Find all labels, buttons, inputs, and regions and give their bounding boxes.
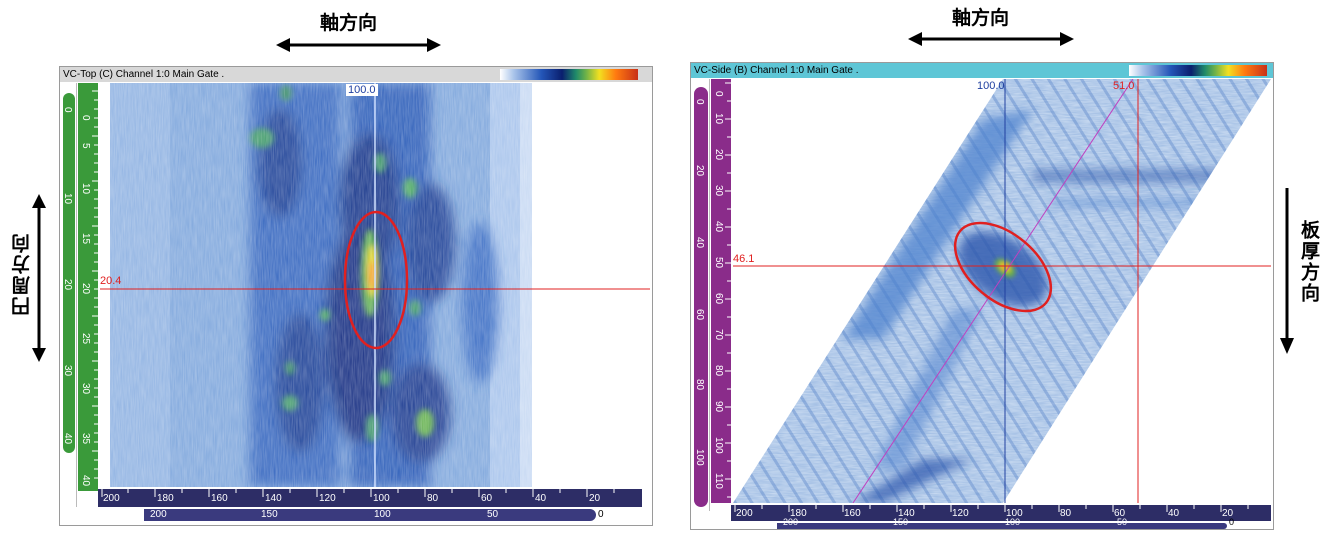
horizontal-tick-label: 200	[736, 508, 753, 519]
outer-scale-label: 100	[694, 449, 705, 466]
vertical-tick-label: 35	[80, 433, 91, 445]
horizontal-tick-label: 120	[319, 493, 336, 504]
vertical-tick-label: 80	[713, 365, 724, 377]
side-view-title: VC-Side (B) Channel 1:0 Main Gate .	[691, 63, 1273, 78]
side-view-outer-vertical-scale[interactable]: 0 20 40 60 80 100	[691, 79, 710, 511]
vertical-tick-label: 60	[713, 293, 724, 305]
top-view-panel: VC-Top (C) Channel 1:0 Main Gate . 0 10 …	[59, 66, 653, 526]
side-view-bscan-image[interactable]	[733, 79, 1271, 503]
top-view-x-cursor-readout: 100.0	[346, 84, 378, 96]
outer-scale-label: 0	[694, 99, 705, 105]
axial-double-arrow-left-icon	[276, 36, 441, 54]
outer-scale-label: 20	[694, 165, 705, 177]
vertical-tick-label: 30	[713, 185, 724, 197]
axial-direction-label-left: 軸方向	[320, 12, 378, 34]
outer-scale-label: 40	[62, 433, 73, 445]
top-view-vertical-ruler[interactable]: 0 5 10 15 20 25 30 35 40	[78, 83, 98, 491]
outer-scale-label: 30	[62, 365, 73, 377]
horizontal-tick-label: 40	[1168, 508, 1180, 519]
circumferential-double-arrow-icon	[30, 194, 48, 362]
horizontal-tick-label: 200	[103, 493, 120, 504]
horizontal-tick-label: 80	[427, 493, 439, 504]
vertical-tick-label: 20	[713, 149, 724, 161]
secondary-scale-label: 50	[487, 509, 499, 520]
secondary-scale-label: 0	[598, 509, 604, 520]
horizontal-tick-label: 80	[1060, 508, 1072, 519]
vertical-tick-label: 30	[80, 383, 91, 395]
axial-double-arrow-right-icon	[908, 30, 1074, 48]
outer-scale-label: 60	[694, 309, 705, 321]
vertical-tick-label: 100	[713, 437, 724, 454]
side-view-y-cursor-readout: 46.1	[733, 253, 755, 265]
horizontal-tick-label: 120	[952, 508, 969, 519]
horizontal-tick-label: 100	[1006, 508, 1023, 519]
vertical-tick-label: 70	[713, 329, 724, 341]
vertical-tick-label: 110	[713, 473, 724, 489]
top-view-outer-vertical-scale[interactable]: 0 10 20 30 40	[60, 83, 77, 507]
outer-scale-label: 0	[62, 107, 73, 113]
secondary-scale-label: 200	[783, 517, 799, 527]
outer-scale-label: 80	[694, 379, 705, 391]
vertical-tick-label: 0	[80, 115, 91, 121]
vertical-tick-label: 25	[80, 333, 91, 345]
thickness-direction-label: 板厚方向	[1298, 220, 1320, 304]
vertical-tick-label: 50	[713, 257, 724, 269]
horizontal-tick-label: 20	[589, 493, 601, 504]
top-view-color-palette	[500, 69, 638, 80]
vertical-tick-label: 10	[713, 113, 724, 125]
vertical-tick-label: 5	[80, 143, 91, 149]
horizontal-tick-label: 60	[1114, 508, 1126, 519]
side-view-horizontal-ruler[interactable]: 200 180 160 140 120 100 80 60 40 20	[731, 505, 1271, 521]
vertical-tick-label: 15	[80, 233, 91, 245]
top-view-horizontal-ruler[interactable]: 200 180 160 140 120 100 80 60 40 20	[98, 489, 642, 507]
secondary-scale-label: 150	[261, 509, 278, 520]
defect-highlight-ellipse	[953, 221, 1053, 313]
horizontal-tick-label: 40	[535, 493, 547, 504]
horizontal-tick-label: 100	[373, 493, 390, 504]
thickness-down-arrow-icon	[1278, 188, 1296, 354]
side-view-panel: VC-Side (B) Channel 1:0 Main Gate . 0 20…	[690, 62, 1274, 530]
outer-scale-label: 40	[694, 237, 705, 249]
axial-direction-label-right: 軸方向	[952, 7, 1010, 29]
horizontal-tick-label: 160	[211, 493, 228, 504]
horizontal-tick-label: 180	[157, 493, 174, 504]
vertical-tick-label: 40	[80, 475, 91, 487]
horizontal-tick-label: 60	[481, 493, 493, 504]
vertical-tick-label: 40	[713, 221, 724, 233]
vertical-tick-label: 20	[80, 283, 91, 295]
horizontal-tick-label: 140	[265, 493, 282, 504]
horizontal-tick-label: 20	[1222, 508, 1234, 519]
side-view-secondary-scale[interactable]	[777, 523, 1227, 529]
secondary-scale-label: 50	[1117, 517, 1128, 527]
secondary-scale-label: 200	[150, 509, 167, 520]
top-view-cscan-image[interactable]	[100, 83, 650, 487]
secondary-scale-label: 100	[1005, 517, 1021, 527]
vertical-tick-label: 10	[80, 183, 91, 195]
outer-scale-label: 10	[62, 193, 73, 205]
side-view-vertical-ruler[interactable]: 0 10 20 30 40 50 60 70 80 90 100 110	[711, 79, 731, 503]
horizontal-tick-label: 180	[790, 508, 807, 519]
side-view-color-palette	[1129, 65, 1267, 76]
vertical-tick-label: 0	[713, 91, 724, 97]
horizontal-tick-label: 160	[844, 508, 861, 519]
secondary-scale-label: 100	[374, 509, 391, 520]
side-view-x-cursor-readout: 100.0	[977, 80, 1005, 92]
outer-scale-label: 20	[62, 279, 73, 291]
top-view-secondary-scale[interactable]	[144, 509, 596, 521]
side-view-x2-cursor-readout: 51.0	[1113, 80, 1135, 92]
vertical-tick-label: 90	[713, 401, 724, 413]
horizontal-tick-label: 140	[898, 508, 915, 519]
secondary-scale-label: 0	[1229, 517, 1235, 527]
defect-highlight-ellipse	[343, 210, 409, 350]
secondary-scale-label: 150	[893, 517, 909, 527]
top-view-y-cursor-readout: 20.4	[100, 275, 122, 287]
